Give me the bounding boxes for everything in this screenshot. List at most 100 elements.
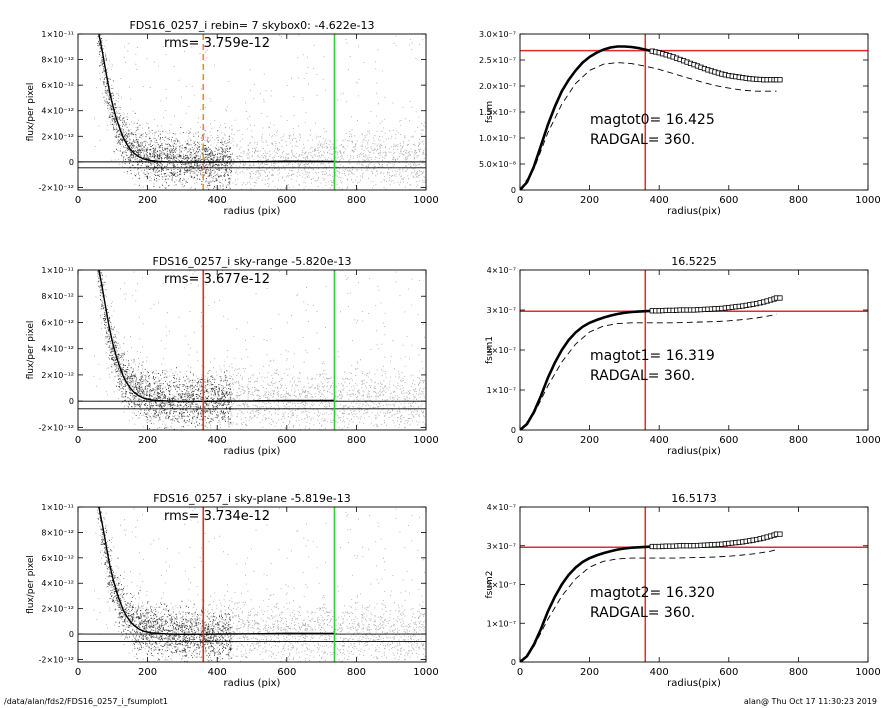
x-tick-label: 800 bbox=[789, 667, 808, 678]
y-tick-label: 2×10⁻⁷ bbox=[487, 581, 516, 590]
x-tick-label: 800 bbox=[347, 435, 366, 446]
data-point bbox=[777, 531, 783, 537]
x-tick-label: 0 bbox=[517, 195, 523, 206]
y-tick-label: 2×10⁻⁷ bbox=[487, 346, 516, 355]
x-axis-label: radius (pix) bbox=[224, 446, 281, 457]
rms-annotation: rms= 3.734e-12 bbox=[164, 509, 270, 524]
x-tick-label: 0 bbox=[517, 667, 523, 678]
x-tick-label: 1000 bbox=[413, 435, 438, 446]
x-tick-label: 200 bbox=[138, 435, 157, 446]
scatter-points bbox=[93, 507, 426, 662]
x-tick-label: 1000 bbox=[413, 667, 438, 678]
x-tick-label: 0 bbox=[517, 435, 523, 446]
y-tick-label: 8×10⁻¹² bbox=[41, 56, 74, 65]
x-tick-label: 200 bbox=[138, 195, 157, 206]
scatter-points bbox=[94, 34, 426, 190]
y-axis-label: flux/per pixel bbox=[26, 321, 36, 380]
x-tick-label: 0 bbox=[75, 195, 81, 206]
y-tick-label: 8×10⁻¹² bbox=[41, 292, 74, 301]
y-tick-label: 0 bbox=[511, 658, 516, 667]
x-tick-label: 800 bbox=[347, 195, 366, 206]
x-tick-label: 1000 bbox=[855, 435, 880, 446]
y-tick-label: 4×10⁻¹² bbox=[41, 107, 74, 116]
x-tick-label: 400 bbox=[650, 435, 669, 446]
y-tick-label: 8×10⁻¹² bbox=[41, 528, 74, 537]
x-tick-label: 200 bbox=[138, 667, 157, 678]
chart-4: magtot1= 16.319 RADGAL= 360. 16.5225 0 200 40… bbox=[485, 255, 881, 457]
y-tick-label: -2×10⁻¹² bbox=[39, 183, 75, 192]
y-tick-label: 2.5×10⁻⁷ bbox=[479, 56, 516, 65]
y-axis-label: flux/per pixel bbox=[26, 555, 36, 614]
chart-title: FDS16_0257_i rebin= 7 skybox0: -4.622e-1… bbox=[129, 19, 374, 32]
y-tick-label: 3.0×10⁻⁷ bbox=[479, 30, 516, 39]
x-axis-label: radius(pix) bbox=[667, 206, 721, 217]
dashed-series-line bbox=[520, 62, 777, 190]
x-tick-label: 800 bbox=[347, 667, 366, 678]
chart-title: FDS16_0257_i sky-range -5.820e-13 bbox=[153, 255, 352, 268]
plot-frame bbox=[77, 33, 427, 191]
radial-profile-curve bbox=[98, 507, 335, 636]
x-axis-label: radius(pix) bbox=[667, 446, 721, 457]
footer-path: /data/alan/fds2/FDS16_0257_i_fsumplot1 bbox=[4, 697, 168, 706]
y-tick-label: 0 bbox=[511, 186, 516, 195]
data-point bbox=[777, 77, 783, 83]
x-tick-label: 400 bbox=[650, 667, 669, 678]
cumulative-flux-curve bbox=[520, 296, 777, 430]
x-tick-label: 600 bbox=[277, 435, 296, 446]
scatter-points-dark bbox=[97, 507, 232, 662]
y-tick-label: 1×10⁻⁷ bbox=[487, 619, 516, 628]
chart-1: rms= 3.759e-12 FDS16_0257_i rebin= 7 skyb… bbox=[26, 19, 439, 217]
x-axis-label: radius(pix) bbox=[667, 678, 721, 689]
x-tick-label: 400 bbox=[208, 435, 227, 446]
y-tick-label: 4×10⁻⁷ bbox=[487, 503, 516, 512]
x-tick-label: 1000 bbox=[413, 195, 438, 206]
scatter-points-dark bbox=[97, 35, 232, 190]
y-tick-label: 1×10⁻¹¹ bbox=[41, 503, 74, 512]
y-tick-label: 1.5×10⁻⁷ bbox=[479, 108, 516, 117]
y-tick-label: 1×10⁻⁷ bbox=[487, 386, 516, 395]
scatter-points-dark bbox=[97, 270, 232, 430]
y-tick-label: 3×10⁻⁷ bbox=[487, 542, 516, 551]
y-tick-label: 0 bbox=[69, 630, 74, 639]
x-tick-label: 600 bbox=[719, 195, 738, 206]
pixel-scatter-cloud bbox=[93, 270, 426, 430]
x-tick-label: 1000 bbox=[855, 195, 880, 206]
y-tick-label: 2.0×10⁻⁷ bbox=[479, 82, 516, 91]
plot-area bbox=[78, 270, 426, 430]
pixel-scatter-cloud bbox=[94, 34, 426, 190]
scatter-points bbox=[93, 270, 426, 430]
magtot-annotation: magtot0= 16.425 bbox=[590, 112, 715, 128]
x-tick-label: 600 bbox=[277, 667, 296, 678]
chart-5: rms= 3.734e-12 FDS16_0257_i sky-plane -5.… bbox=[26, 492, 439, 689]
plot-area bbox=[520, 507, 868, 662]
square-markers bbox=[649, 295, 783, 314]
y-tick-label: 2×10⁻¹² bbox=[41, 371, 74, 380]
dashed-series-line bbox=[520, 549, 777, 662]
x-tick-label: 1000 bbox=[855, 667, 880, 678]
y-axis-label: fsum2 bbox=[485, 570, 495, 598]
x-axis-label: radius (pix) bbox=[224, 678, 281, 689]
x-tick-label: 800 bbox=[789, 435, 808, 446]
y-tick-label: 6×10⁻¹² bbox=[41, 554, 74, 563]
chart-6: magtot2= 16.320 RADGAL= 360. 16.5173 0 200 40… bbox=[485, 492, 881, 689]
chart-3: rms= 3.677e-12 FDS16_0257_i sky-range -5.… bbox=[26, 255, 439, 457]
y-tick-label: 1×10⁻¹¹ bbox=[41, 30, 74, 39]
x-tick-label: 200 bbox=[580, 195, 599, 206]
x-tick-label: 800 bbox=[789, 195, 808, 206]
rms-annotation: rms= 3.759e-12 bbox=[164, 36, 270, 51]
y-tick-label: -2×10⁻¹² bbox=[39, 423, 75, 432]
x-tick-label: 600 bbox=[719, 667, 738, 678]
magtot-annotation: magtot2= 16.320 bbox=[590, 585, 715, 601]
radial-profile-curve bbox=[98, 270, 335, 403]
x-tick-label: 400 bbox=[650, 195, 669, 206]
plot-frame bbox=[77, 269, 427, 431]
x-axis-label: radius (pix) bbox=[224, 206, 281, 217]
square-markers bbox=[649, 531, 783, 550]
radgal-annotation: RADGAL= 360. bbox=[590, 368, 695, 384]
x-tick-label: 400 bbox=[208, 195, 227, 206]
y-tick-label: 4×10⁻⁷ bbox=[487, 266, 516, 275]
square-markers bbox=[649, 48, 783, 83]
chart-title: 16.5173 bbox=[671, 492, 717, 505]
y-tick-label: 4×10⁻¹² bbox=[41, 579, 74, 588]
plot-area bbox=[520, 34, 868, 190]
